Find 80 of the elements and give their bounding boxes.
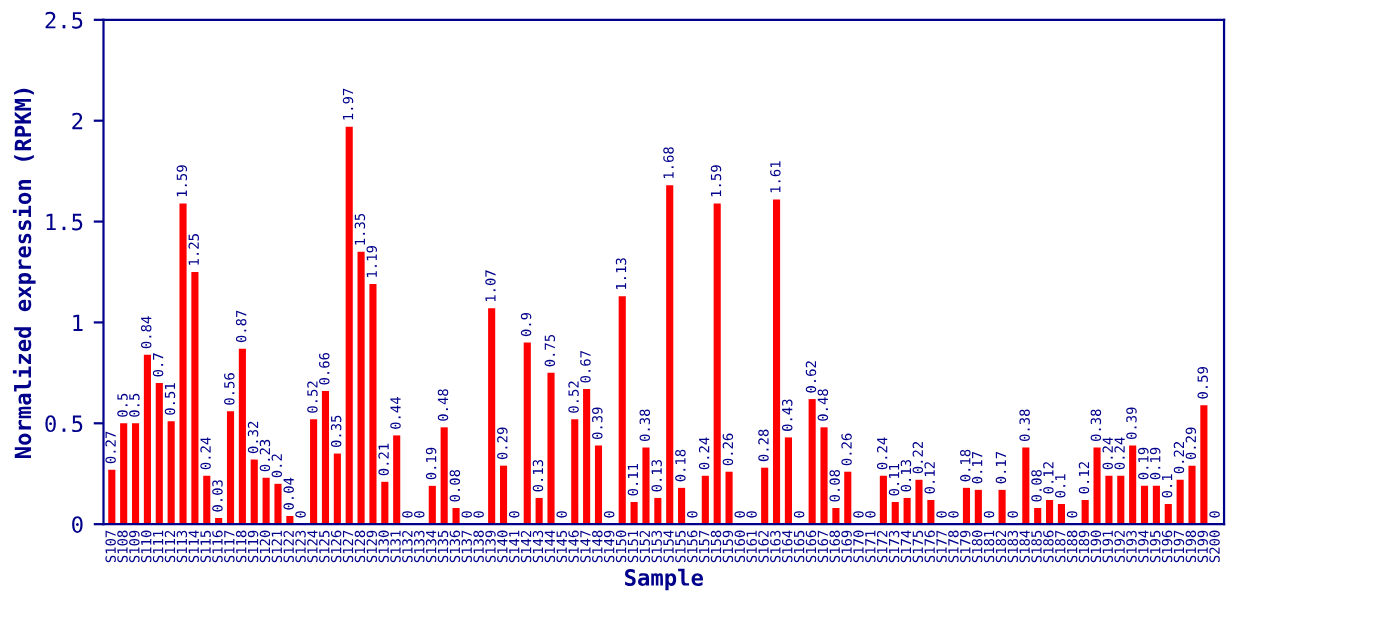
bar (713, 203, 721, 525)
bar (262, 477, 270, 525)
bar (571, 419, 579, 525)
bar (167, 421, 175, 525)
bar (654, 497, 662, 525)
bar (844, 471, 852, 525)
bar (120, 423, 128, 525)
bar (1057, 503, 1065, 525)
bar (191, 272, 199, 525)
bar (784, 437, 792, 525)
bar (321, 391, 330, 525)
bar (108, 469, 116, 525)
bar (393, 435, 401, 525)
bar (250, 459, 258, 525)
bar (238, 348, 246, 525)
bar (523, 342, 531, 525)
bar (594, 445, 603, 525)
bar (1022, 447, 1030, 525)
bar (499, 465, 508, 525)
bar (226, 411, 235, 525)
bar (772, 199, 781, 525)
bar (725, 471, 733, 525)
bar (666, 185, 674, 525)
bar (642, 447, 650, 525)
bar (345, 126, 353, 525)
bar (1093, 447, 1101, 525)
bar (1140, 485, 1149, 525)
bar (891, 501, 899, 525)
bar (369, 284, 377, 525)
bar (915, 479, 923, 525)
bar (927, 499, 935, 525)
bar (879, 475, 887, 525)
y-axis-title: Normalized expression (RPKM) (12, 88, 36, 459)
y-tick-label: 1.5 (46, 213, 83, 231)
bar (1152, 485, 1160, 525)
bar (1200, 405, 1208, 525)
bar (701, 475, 709, 525)
bar (1034, 508, 1042, 525)
y-tick-label: 1 (73, 314, 83, 331)
bar (832, 508, 840, 525)
bar (535, 497, 543, 525)
y-tick-label: 2.5 (45, 11, 83, 29)
y-tick-label: 2 (72, 112, 83, 130)
bar (381, 481, 389, 525)
y-tick-label: 0 (72, 516, 83, 533)
bar (998, 489, 1006, 525)
x-axis-title: Sample (625, 568, 704, 591)
bar (678, 487, 686, 525)
bar (440, 427, 448, 525)
bar (962, 487, 971, 525)
bar (357, 251, 365, 525)
bar (1188, 465, 1196, 525)
bar (547, 372, 555, 525)
bar (761, 467, 769, 525)
bar (1164, 503, 1172, 525)
bar (1081, 499, 1089, 525)
y-tick-label: 0.5 (45, 415, 83, 433)
bar (808, 399, 816, 525)
bar (903, 497, 911, 525)
bar (452, 508, 460, 525)
bar (1046, 499, 1054, 525)
bar (310, 419, 318, 525)
bar (1117, 475, 1125, 525)
bar (428, 485, 436, 525)
bar (203, 475, 211, 525)
bar (1105, 475, 1113, 525)
bar (820, 427, 828, 525)
bar (630, 501, 638, 525)
bar (1129, 445, 1137, 525)
bar (155, 382, 163, 525)
bar (143, 354, 151, 525)
bar (274, 483, 282, 525)
bar (333, 453, 341, 525)
bar (618, 296, 626, 525)
bar (974, 489, 982, 525)
bar (1176, 479, 1184, 525)
bar (179, 203, 187, 525)
bar (488, 308, 496, 525)
bar (131, 423, 140, 525)
bar (583, 389, 591, 525)
